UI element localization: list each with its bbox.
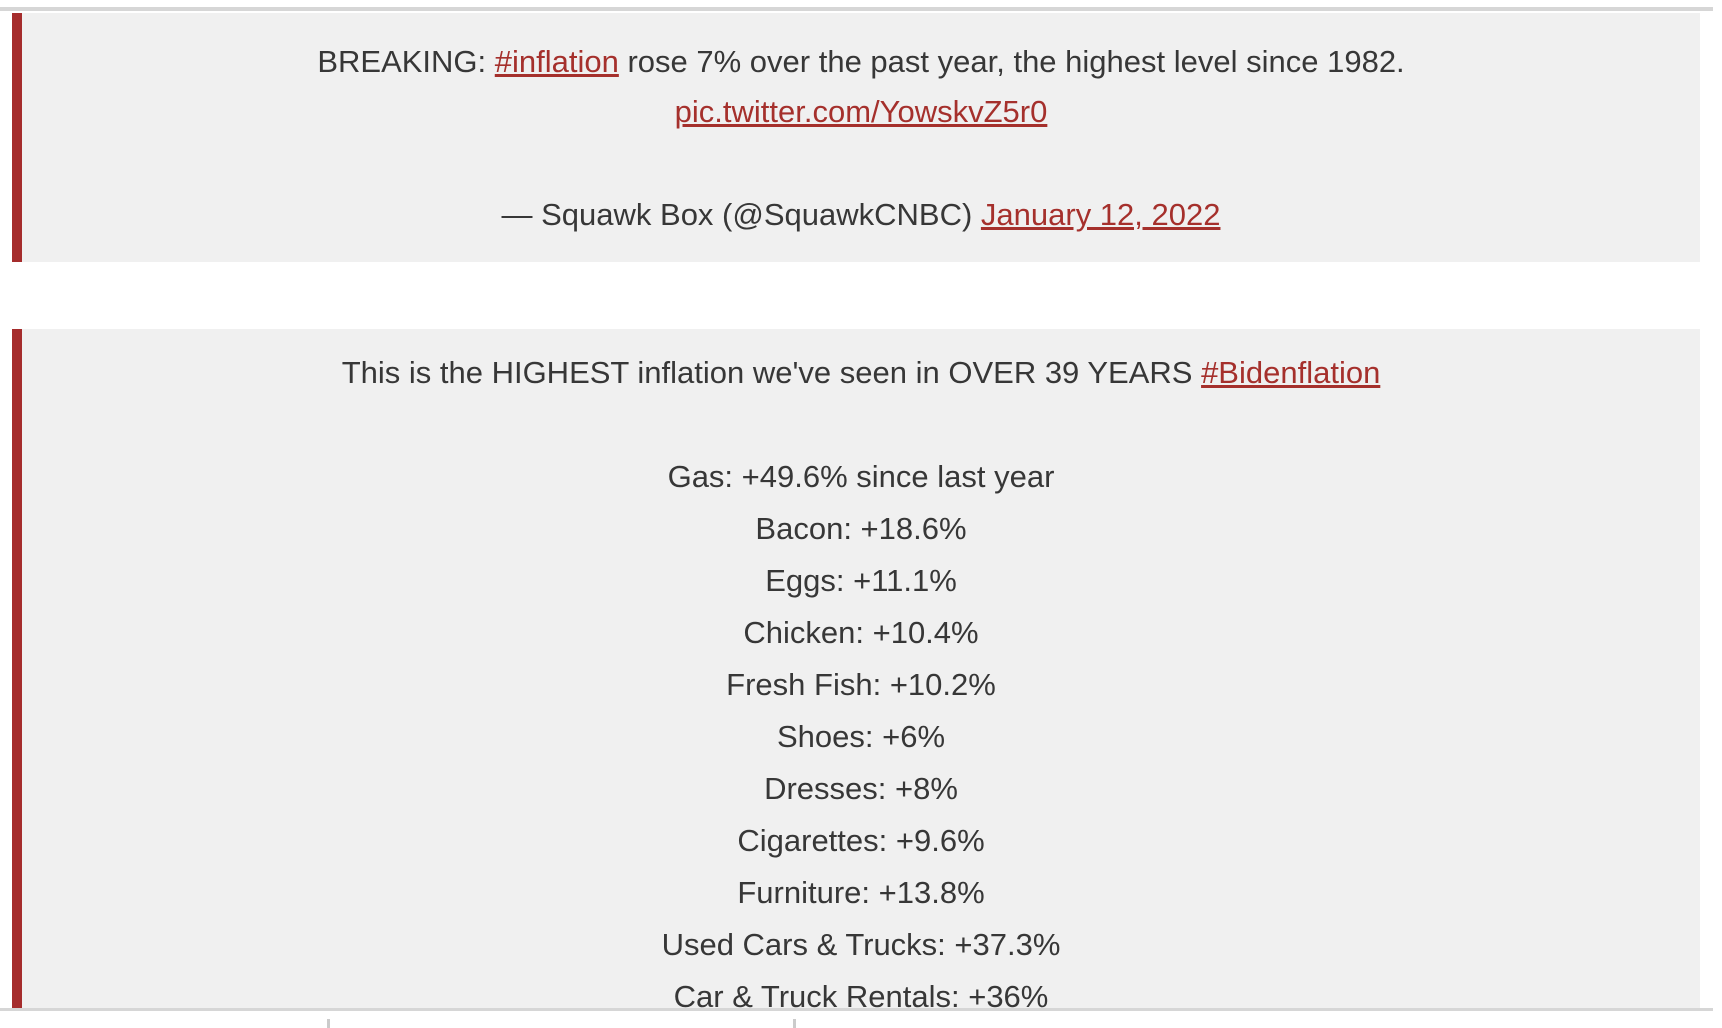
below-fold-content-tick bbox=[327, 1019, 330, 1028]
stat-line-chicken: Chicken: +10.4% bbox=[743, 615, 979, 650]
stat-line-shoes: Shoes: +6% bbox=[776, 719, 946, 754]
tweet-date-link[interactable]: January 12, 2022 bbox=[980, 197, 1221, 232]
stat-line-dresses: Dresses: +8% bbox=[764, 771, 958, 806]
bottom-divider bbox=[0, 1008, 1713, 1011]
tweet-text-segment: rose 7% over the past year, the highest … bbox=[618, 44, 1405, 79]
stat-line-car-rentals: Car & Truck Rentals: +36% bbox=[673, 979, 1049, 1008]
stat-line-gas: Gas: +49.6% since last year bbox=[667, 459, 1055, 494]
stat-line-used-cars: Used Cars & Trucks: +37.3% bbox=[661, 927, 1061, 962]
stat-line-furniture: Furniture: +13.8% bbox=[737, 875, 985, 910]
tweet-text: This is the HIGHEST inflation we've seen… bbox=[22, 347, 1700, 399]
bidenflation-hashtag-link[interactable]: #Bidenflation bbox=[1201, 355, 1381, 390]
tweet-text-segment: BREAKING: bbox=[317, 44, 495, 79]
stat-line-cigarettes: Cigarettes: +9.6% bbox=[737, 823, 985, 858]
tweet-text: BREAKING: #inflation rose 7% over the pa… bbox=[22, 37, 1700, 137]
stat-line-bacon: Bacon: +18.6% bbox=[755, 511, 967, 546]
inflation-hashtag-link[interactable]: #inflation bbox=[494, 44, 619, 79]
tweet-pic-link[interactable]: pic.twitter.com/YowskvZ5r0 bbox=[674, 94, 1048, 129]
top-divider bbox=[0, 7, 1713, 11]
tweet-embed-breaking-inflation: BREAKING: #inflation rose 7% over the pa… bbox=[12, 13, 1700, 262]
stat-line-fresh-fish: Fresh Fish: +10.2% bbox=[726, 667, 996, 702]
tweet-text-segment: This is the HIGHEST inflation we've seen… bbox=[341, 355, 1202, 390]
tweet-author: — Squawk Box (@SquawkCNBC) bbox=[501, 197, 981, 232]
tweet-embed-bidenflation-stats: This is the HIGHEST inflation we've seen… bbox=[12, 329, 1700, 1008]
stat-line-eggs: Eggs: +11.1% bbox=[765, 563, 957, 598]
below-fold-content-tick bbox=[793, 1019, 796, 1028]
tweet-attribution: — Squawk Box (@SquawkCNBC) January 12, 2… bbox=[22, 190, 1700, 240]
